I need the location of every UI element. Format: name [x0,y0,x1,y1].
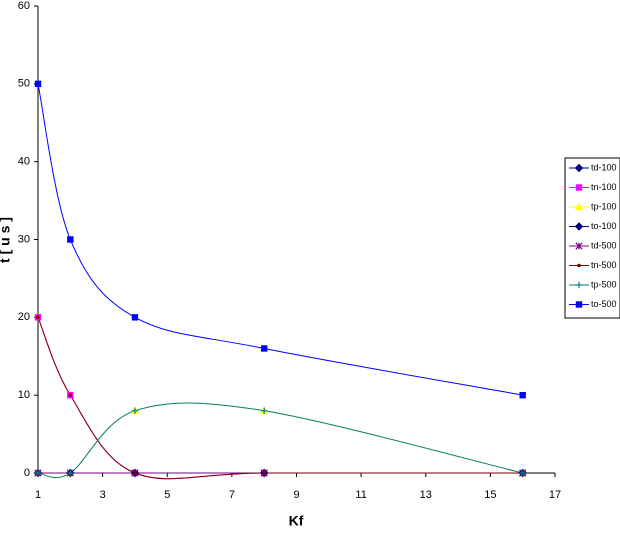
legend-marker [574,202,584,211]
legend-marker [574,163,584,173]
legend-marker [575,242,583,250]
x-tick-label: 1 [35,489,41,501]
x-tick-label: 15 [484,489,496,501]
x-tick-label: 7 [229,489,235,501]
y-tick-label: 20 [18,311,30,323]
legend-label: to-100 [591,221,617,231]
legend-label: td-500 [591,240,617,250]
legend-marker [577,263,581,268]
legend-label: tp-100 [591,201,617,211]
legend-marker [575,301,583,308]
legend-label: tn-500 [591,260,617,270]
legend-marker [575,184,583,191]
data-point [68,393,73,397]
x-tick-label: 11 [355,489,366,501]
series-line [37,83,523,396]
y-tick-label: 60 [18,0,30,12]
x-tick-label: 3 [100,489,106,501]
legend-marker [575,281,583,289]
x-tick-label: 13 [420,489,432,501]
legend-marker [574,222,584,231]
data-point [133,471,137,475]
legend-label: tp-500 [591,279,617,289]
y-tick-label: 40 [18,156,30,168]
data-point [260,345,268,352]
data-point [36,315,40,320]
y-tick-label: 10 [18,389,30,401]
series-line [37,317,523,480]
x-tick-label: 5 [164,489,170,501]
data-point [131,407,139,414]
series-line [37,402,523,479]
data-point [67,236,74,243]
data-point [67,469,74,477]
data-point [34,469,42,477]
x-tick-label: 17 [549,489,561,501]
y-tick-label: 30 [18,233,30,245]
data-point [519,391,526,399]
legend-label: td-100 [591,162,617,172]
x-axis-title: Kf [289,513,304,529]
data-point [131,314,139,321]
x-tick-label: 9 [293,489,299,501]
y-tick-label: 50 [18,78,30,90]
y-axis-title: t [ u s ] [0,217,13,263]
data-point [260,407,268,414]
y-tick-label: 0 [24,467,30,479]
data-point [34,80,42,88]
data-point [262,471,266,475]
legend-label: tn-100 [591,182,617,192]
data-point [519,469,526,477]
legend-label: to-500 [591,299,617,309]
legend-box [564,157,620,319]
